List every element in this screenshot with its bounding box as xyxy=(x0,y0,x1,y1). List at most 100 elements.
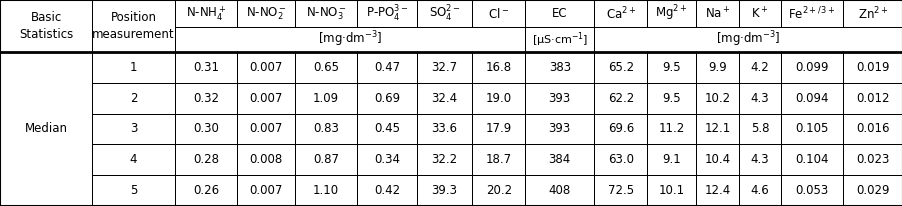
Bar xyxy=(92,144,175,175)
Bar xyxy=(647,83,695,114)
Text: 393: 393 xyxy=(548,92,570,105)
Bar xyxy=(780,83,842,114)
Text: 3: 3 xyxy=(130,123,137,136)
Bar xyxy=(417,114,472,144)
Bar xyxy=(295,83,356,114)
Text: 393: 393 xyxy=(548,123,570,136)
Text: Cl$^-$: Cl$^-$ xyxy=(488,7,509,21)
Text: 4: 4 xyxy=(130,153,137,166)
Text: 33.6: 33.6 xyxy=(431,123,457,136)
Bar xyxy=(237,0,295,27)
Text: 0.32: 0.32 xyxy=(193,92,219,105)
Text: 1: 1 xyxy=(130,61,137,74)
Bar xyxy=(525,52,594,83)
Bar xyxy=(695,83,739,114)
Bar xyxy=(739,52,780,83)
Bar xyxy=(594,175,647,206)
Text: 0.007: 0.007 xyxy=(249,184,282,197)
Bar xyxy=(594,114,647,144)
Bar xyxy=(175,0,237,27)
Bar xyxy=(417,144,472,175)
Bar xyxy=(525,0,594,27)
Text: 5.8: 5.8 xyxy=(750,123,769,136)
Bar xyxy=(695,114,739,144)
Text: 65.2: 65.2 xyxy=(607,61,633,74)
Text: 0.45: 0.45 xyxy=(373,123,400,136)
Text: 0.105: 0.105 xyxy=(795,123,828,136)
Text: 62.2: 62.2 xyxy=(607,92,633,105)
Text: 69.6: 69.6 xyxy=(607,123,633,136)
Text: 0.094: 0.094 xyxy=(795,92,828,105)
Text: 9.9: 9.9 xyxy=(707,61,726,74)
Bar xyxy=(739,0,780,27)
Text: SO$_4^{2-}$: SO$_4^{2-}$ xyxy=(428,4,460,23)
Bar xyxy=(295,114,356,144)
Bar xyxy=(780,52,842,83)
Text: Position
measurement: Position measurement xyxy=(92,11,175,41)
Bar xyxy=(417,83,472,114)
Text: 0.87: 0.87 xyxy=(313,153,338,166)
Text: 1.09: 1.09 xyxy=(313,92,338,105)
Bar xyxy=(739,144,780,175)
Text: Zn$^{2+}$: Zn$^{2+}$ xyxy=(857,5,888,22)
Text: 0.029: 0.029 xyxy=(855,184,888,197)
Text: 11.2: 11.2 xyxy=(658,123,684,136)
Bar xyxy=(175,175,237,206)
Text: Mg$^{2+}$: Mg$^{2+}$ xyxy=(655,4,687,23)
Bar xyxy=(237,52,295,83)
Text: 17.9: 17.9 xyxy=(485,123,511,136)
Bar xyxy=(92,52,175,83)
Text: 0.053: 0.053 xyxy=(795,184,828,197)
Text: 1.10: 1.10 xyxy=(313,184,338,197)
Text: 19.0: 19.0 xyxy=(485,92,511,105)
Text: 9.1: 9.1 xyxy=(661,153,680,166)
Text: Na$^+$: Na$^+$ xyxy=(704,6,730,21)
Text: 0.26: 0.26 xyxy=(193,184,219,197)
Bar xyxy=(237,175,295,206)
Text: 4.3: 4.3 xyxy=(750,153,769,166)
Bar xyxy=(92,0,175,52)
Bar xyxy=(472,83,525,114)
Text: 0.012: 0.012 xyxy=(855,92,888,105)
Bar xyxy=(472,114,525,144)
Bar xyxy=(237,144,295,175)
Bar xyxy=(780,175,842,206)
Bar xyxy=(647,52,695,83)
Text: N-NO$_2^-$: N-NO$_2^-$ xyxy=(245,5,286,22)
Bar xyxy=(175,27,525,52)
Text: 12.4: 12.4 xyxy=(704,184,730,197)
Bar xyxy=(594,52,647,83)
Bar xyxy=(780,114,842,144)
Bar xyxy=(525,83,594,114)
Bar xyxy=(0,0,92,52)
Text: 4.2: 4.2 xyxy=(750,61,769,74)
Bar xyxy=(295,144,356,175)
Bar xyxy=(594,0,647,27)
Bar xyxy=(525,175,594,206)
Bar xyxy=(647,0,695,27)
Bar xyxy=(175,52,237,83)
Text: 10.1: 10.1 xyxy=(658,184,684,197)
Text: 10.4: 10.4 xyxy=(704,153,730,166)
Bar xyxy=(295,175,356,206)
Bar xyxy=(295,0,356,27)
Text: 0.47: 0.47 xyxy=(373,61,400,74)
Bar xyxy=(356,0,417,27)
Text: 0.007: 0.007 xyxy=(249,61,282,74)
Text: 10.2: 10.2 xyxy=(704,92,730,105)
Bar xyxy=(780,144,842,175)
Text: 4.6: 4.6 xyxy=(750,184,769,197)
Text: Basic
Statistics: Basic Statistics xyxy=(19,11,73,41)
Bar xyxy=(237,114,295,144)
Text: P-PO$_4^{3-}$: P-PO$_4^{3-}$ xyxy=(365,4,408,23)
Text: N-NH$_4^+$: N-NH$_4^+$ xyxy=(186,4,226,23)
Bar xyxy=(842,83,902,114)
Text: 0.007: 0.007 xyxy=(249,123,282,136)
Text: [mg·dm$^{-3}$]: [mg·dm$^{-3}$] xyxy=(318,30,382,49)
Text: 0.31: 0.31 xyxy=(193,61,219,74)
Text: 39.3: 39.3 xyxy=(431,184,457,197)
Bar xyxy=(295,52,356,83)
Text: 9.5: 9.5 xyxy=(661,92,680,105)
Text: 0.30: 0.30 xyxy=(193,123,219,136)
Bar xyxy=(842,114,902,144)
